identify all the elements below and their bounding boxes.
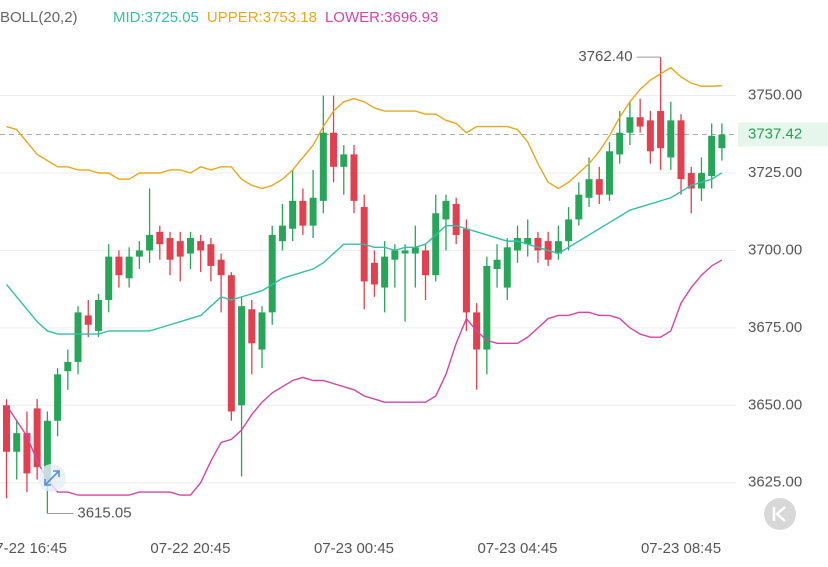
candle-body — [197, 241, 205, 251]
candle-body — [176, 241, 184, 257]
candle-body — [258, 312, 266, 350]
candle-body — [350, 154, 358, 201]
candle-body — [268, 234, 276, 313]
candle-body — [565, 219, 573, 242]
x-tick-label: 07-22 16:45 — [0, 540, 67, 557]
candle-body — [422, 250, 430, 276]
candle-body — [657, 111, 665, 149]
candle-body — [105, 256, 113, 300]
candle-body — [135, 250, 143, 257]
legend-entry: LOWER:3696.93 — [325, 9, 438, 26]
candle-body — [411, 247, 419, 254]
band-line — [5, 259, 723, 496]
candle-body — [493, 259, 501, 270]
candle-body — [718, 134, 726, 149]
candle-body — [84, 315, 92, 325]
candle-body — [278, 225, 286, 242]
x-tick-label: 07-23 00:45 — [314, 540, 394, 557]
candle-body — [595, 179, 603, 195]
candle-body — [330, 132, 338, 167]
y-tick-label: 3750.00 — [748, 87, 802, 104]
candle-body — [462, 228, 470, 313]
indicator-name: BOLL(20,2) — [0, 9, 78, 26]
candle-body — [616, 132, 624, 155]
candle-body — [381, 256, 389, 288]
y-tick-label: 3725.00 — [748, 164, 802, 181]
candle-body — [585, 179, 593, 198]
candle-body — [146, 234, 154, 251]
candle-body — [667, 120, 675, 158]
min-label: 3615.05 — [77, 505, 131, 522]
candle-body — [636, 117, 644, 127]
candle-body — [401, 250, 409, 254]
candle-body — [125, 256, 133, 279]
x-tick-label: 07-22 20:45 — [150, 540, 230, 557]
legend-entry: UPPER:3753.18 — [207, 9, 317, 26]
candle-body — [432, 213, 440, 276]
x-tick-label: 07-23 08:45 — [641, 540, 721, 557]
candle-body — [697, 172, 705, 189]
candle-body — [605, 151, 613, 195]
candle-body — [575, 194, 583, 220]
y-tick-label: 3700.00 — [748, 241, 802, 258]
candle-body — [554, 241, 562, 254]
current-price-label: 3737.42 — [748, 125, 802, 142]
band-line — [6, 66, 722, 190]
candle-body — [503, 247, 511, 288]
max-label: 3762.40 — [578, 48, 632, 65]
grid — [0, 95, 736, 484]
candle-body — [217, 259, 225, 276]
candle-body — [3, 405, 10, 452]
candle-body — [524, 238, 532, 245]
y-tick-label: 3675.00 — [748, 319, 802, 336]
candle-body — [13, 433, 21, 452]
candle-body — [370, 262, 378, 285]
candle-body — [207, 244, 215, 266]
plot-area — [0, 56, 736, 515]
y-tick-label: 3625.00 — [748, 474, 802, 491]
band-line — [5, 172, 723, 335]
candle-body — [319, 132, 327, 201]
y-tick-label: 3650.00 — [748, 396, 802, 413]
legend-entry: MID:3725.05 — [113, 9, 199, 26]
candle-body — [687, 172, 695, 189]
candle-body — [289, 200, 297, 229]
candle-body — [43, 420, 51, 486]
candle-body — [534, 238, 542, 251]
scroll-end-button[interactable] — [764, 498, 796, 530]
candle-body — [708, 135, 716, 177]
candle-body — [54, 374, 62, 421]
candle-body — [115, 256, 123, 276]
candle-body — [340, 154, 348, 167]
candle-body — [238, 306, 246, 406]
candle-body — [33, 408, 41, 468]
candle-body — [227, 275, 235, 412]
candle-body — [186, 238, 194, 254]
candle-body — [452, 203, 460, 235]
candle-body — [156, 231, 164, 245]
candle-body — [166, 238, 174, 260]
candle-body — [23, 433, 31, 474]
candle-body — [248, 309, 256, 344]
candle-body — [74, 312, 82, 362]
candle-body — [299, 200, 307, 226]
candle-body — [391, 250, 399, 260]
candle-body — [677, 120, 685, 180]
candle-body — [94, 299, 102, 331]
candle-body — [514, 238, 521, 251]
expand-icon — [38, 464, 66, 492]
current-price-box — [738, 122, 828, 147]
axis: 3625.00 3650.00 3675.00 3700.00 3725.00 3750.… — [0, 87, 828, 557]
candle-body — [646, 120, 654, 152]
candle-body — [64, 361, 72, 372]
candle-body — [626, 117, 634, 133]
candle-body — [442, 200, 450, 220]
candle-body — [483, 265, 491, 350]
candle-body — [309, 197, 317, 226]
x-tick-label: 07-23 04:45 — [477, 540, 557, 557]
